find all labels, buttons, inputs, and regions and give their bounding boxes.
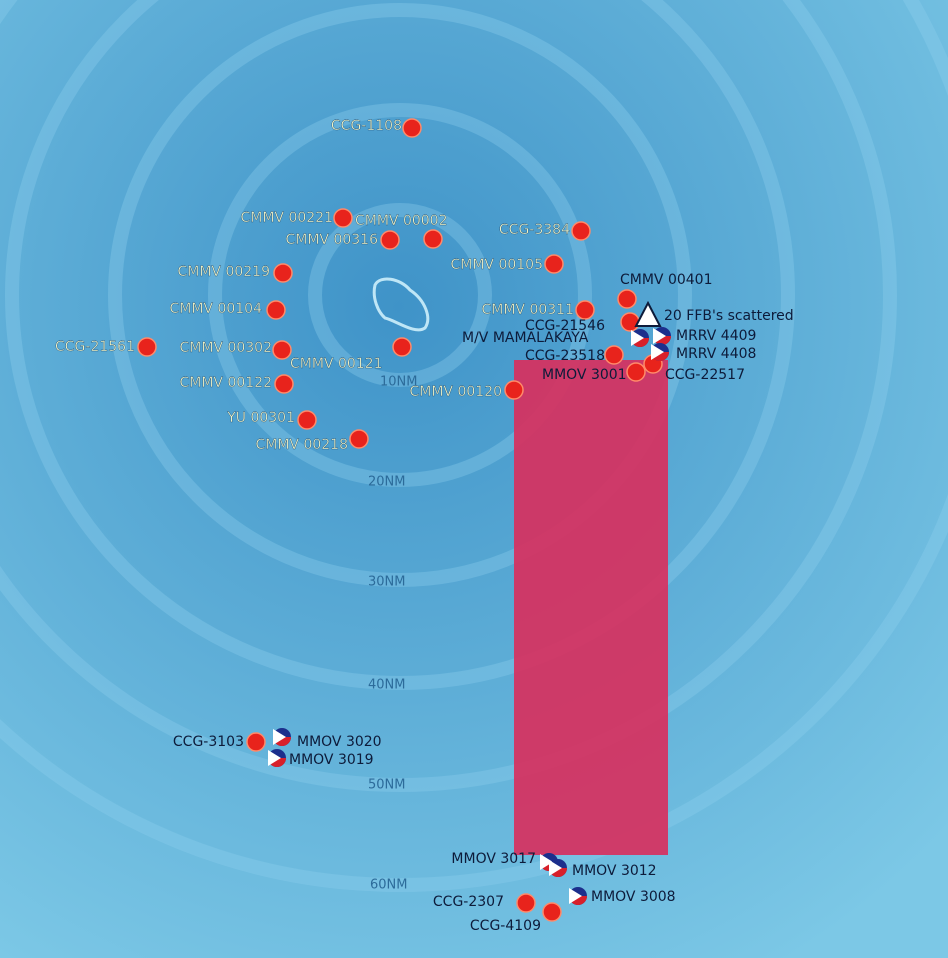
vessel-flag (549, 859, 567, 877)
vessel-dot (402, 118, 422, 138)
vessel-label: CMMV 00002 (355, 213, 448, 229)
vessel-dot (575, 300, 595, 320)
vessel-dot (620, 312, 640, 332)
vessel-dot (137, 337, 157, 357)
vessel-label: CMMV 00401 (620, 272, 713, 288)
vessel-label: CMMV 00105 (451, 257, 544, 273)
vessel-label: CMMV 00302 (180, 340, 273, 356)
flag-white (651, 344, 664, 360)
vessel-label: MRRV 4409 (676, 328, 756, 344)
annotation: 20 FFB's scattered (664, 308, 794, 324)
vessel-dot (516, 893, 536, 913)
vessel-dot (297, 410, 317, 430)
vessel-dot (380, 230, 400, 250)
range-label: 10NM (380, 375, 417, 390)
vessel-dot (423, 229, 443, 249)
vessel-dot (571, 221, 591, 241)
vessel-label: MMOV 3019 (289, 752, 374, 768)
vessel-dot (617, 289, 637, 309)
ffb-triangle (634, 300, 662, 327)
vessel-dot (349, 429, 369, 449)
vessel-dot (246, 732, 266, 752)
flag-white (549, 860, 562, 876)
vessel-label: M/V MAMALAKAYA (462, 330, 589, 346)
vessel-label: CCG-21561 (55, 339, 135, 355)
vessel-label: MMOV 3012 (572, 863, 657, 879)
vessel-flag (268, 749, 286, 767)
flag-white (569, 888, 582, 904)
vessel-label: CCG-3384 (499, 222, 570, 238)
vessel-dot (392, 337, 412, 357)
vessel-label: CMMV 00218 (256, 437, 349, 453)
flag-white (540, 854, 553, 870)
vessel-label: CMMV 00121 (290, 356, 383, 372)
vessel-label: CCG-2307 (433, 894, 504, 910)
restricted-zone (514, 360, 668, 855)
vessel-label: CMMV 00104 (170, 301, 263, 317)
vessel-label: CCG-22517 (665, 367, 745, 383)
vessel-label: CCG-3103 (173, 734, 244, 750)
range-label: 60NM (370, 878, 407, 893)
vessel-dot (504, 380, 524, 400)
vessel-label: YU 00301 (226, 410, 295, 426)
range-label: 40NM (368, 678, 405, 693)
shoal (372, 277, 430, 332)
flag-white (631, 330, 644, 346)
flag-white (653, 328, 666, 344)
vessel-dot (274, 374, 294, 394)
vessel-dot (544, 254, 564, 274)
vessel-label: MMOV 3008 (591, 889, 676, 905)
vessel-label: MRRV 4408 (676, 346, 756, 362)
vessel-dot (333, 208, 353, 228)
vessel-label: CCG-23518 (525, 348, 605, 364)
range-label: 30NM (368, 575, 405, 590)
markers: 10NM 20NM 30NM 40NM 50NM 60NM CCG-1108 CMMV 002… (55, 118, 794, 934)
range-label: 20NM (368, 475, 405, 490)
vessel-label: CMMV 00120 (410, 384, 503, 400)
vessel-label: MMOV 3017 (451, 851, 536, 867)
vessel-label: CCG-1108 (331, 118, 402, 134)
range-label: 50NM (368, 778, 405, 793)
vessel-dot (272, 340, 292, 360)
vessel-label: MMOV 3020 (297, 734, 382, 750)
vessel-dot (626, 362, 646, 382)
vessel-label: CCG-21546 (525, 318, 605, 334)
vessel-flag (273, 728, 291, 746)
vessel-dot (266, 300, 286, 320)
vessel-label: CCG-4109 (470, 918, 541, 934)
vessel-flag (569, 887, 587, 905)
flag-white (268, 750, 281, 766)
vessel-label: CMMV 00221 (241, 210, 334, 226)
flag-white (273, 729, 286, 745)
vessel-label: CMMV 00122 (180, 375, 273, 391)
vessel-dot (604, 345, 624, 365)
range-rings (0, 0, 948, 892)
vessel-flag (653, 327, 671, 345)
vessel-label: MMOV 3001 (542, 367, 627, 383)
vessel-dot (273, 263, 293, 283)
vessel-label: CMMV 00311 (482, 302, 575, 318)
vessel-label: CMMV 00219 (178, 264, 271, 280)
vessel-dot (542, 902, 562, 922)
vessel-label: CMMV 00316 (286, 232, 379, 248)
vessel-flag (651, 343, 669, 361)
vessel-flag (631, 329, 649, 347)
